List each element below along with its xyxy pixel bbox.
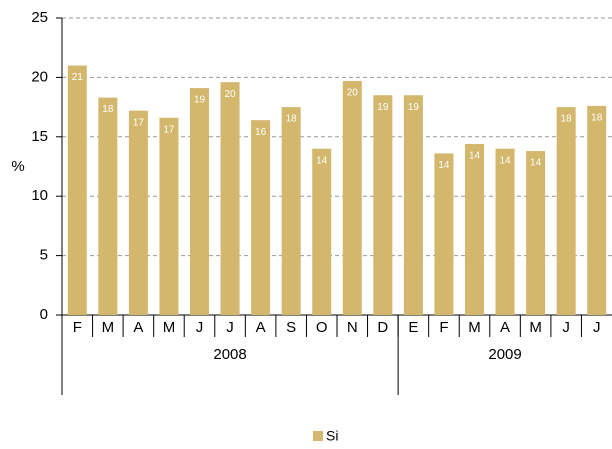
x-tick-label: J	[196, 319, 204, 336]
x-tick-label: M	[529, 319, 542, 336]
legend-label: Si	[326, 428, 338, 444]
bar	[159, 117, 179, 316]
value-label: 20	[224, 89, 236, 100]
bar	[67, 65, 87, 316]
x-tick-label: M	[468, 319, 481, 336]
value-label: 17	[163, 124, 175, 135]
y-tick-label: 0	[40, 306, 48, 323]
value-label: 14	[316, 155, 328, 166]
group-label: 2009	[488, 346, 521, 363]
legend-swatch	[313, 431, 323, 441]
value-label: 14	[530, 158, 542, 169]
x-tick-label: A	[500, 319, 510, 336]
value-label: 14	[438, 160, 450, 171]
x-tick-label: O	[316, 319, 328, 336]
bar	[434, 153, 454, 315]
x-tick-label: M	[102, 319, 115, 336]
bar	[220, 82, 240, 315]
value-label: 14	[499, 155, 511, 166]
value-label: 19	[377, 102, 389, 113]
value-label: 19	[408, 102, 420, 113]
bar	[373, 95, 393, 315]
value-label: 18	[102, 104, 114, 115]
x-tick-label: N	[347, 319, 358, 336]
bar	[403, 95, 423, 315]
x-tick-label: A	[256, 319, 266, 336]
bar	[342, 80, 362, 316]
x-tick-label: F	[439, 319, 448, 336]
group-label: 2008	[213, 346, 246, 363]
bar	[587, 105, 607, 315]
value-label: 21	[72, 72, 84, 83]
value-label: 18	[591, 113, 603, 124]
value-label: 19	[194, 95, 206, 106]
y-axis-label: %	[11, 158, 24, 175]
bar	[98, 97, 118, 315]
bar	[281, 107, 301, 315]
bar	[465, 143, 484, 315]
value-label: 18	[286, 114, 298, 125]
value-label: 20	[347, 88, 359, 99]
y-tick-label: 25	[31, 9, 48, 26]
bar	[556, 107, 576, 315]
value-label: 16	[255, 127, 267, 138]
x-tick-label: E	[408, 319, 418, 336]
bar	[495, 148, 515, 315]
x-tick-label: J	[562, 319, 570, 336]
bar	[251, 120, 271, 315]
x-tick-label: J	[593, 319, 601, 336]
x-tick-label: J	[226, 319, 234, 336]
bar	[190, 88, 209, 315]
y-tick-label: 10	[31, 187, 48, 204]
value-label: 14	[469, 151, 481, 162]
x-tick-label: F	[73, 319, 82, 336]
y-tick-label: 5	[40, 247, 48, 264]
value-label: 18	[561, 114, 573, 125]
value-label: 17	[133, 117, 145, 128]
y-tick-label: 15	[31, 128, 48, 145]
bar	[128, 110, 148, 315]
x-tick-label: D	[377, 319, 388, 336]
bar	[526, 151, 546, 315]
bar	[312, 148, 332, 315]
y-tick-label: 20	[31, 68, 48, 85]
x-tick-label: M	[163, 319, 176, 336]
x-tick-label: A	[133, 319, 143, 336]
x-tick-label: S	[286, 319, 296, 336]
